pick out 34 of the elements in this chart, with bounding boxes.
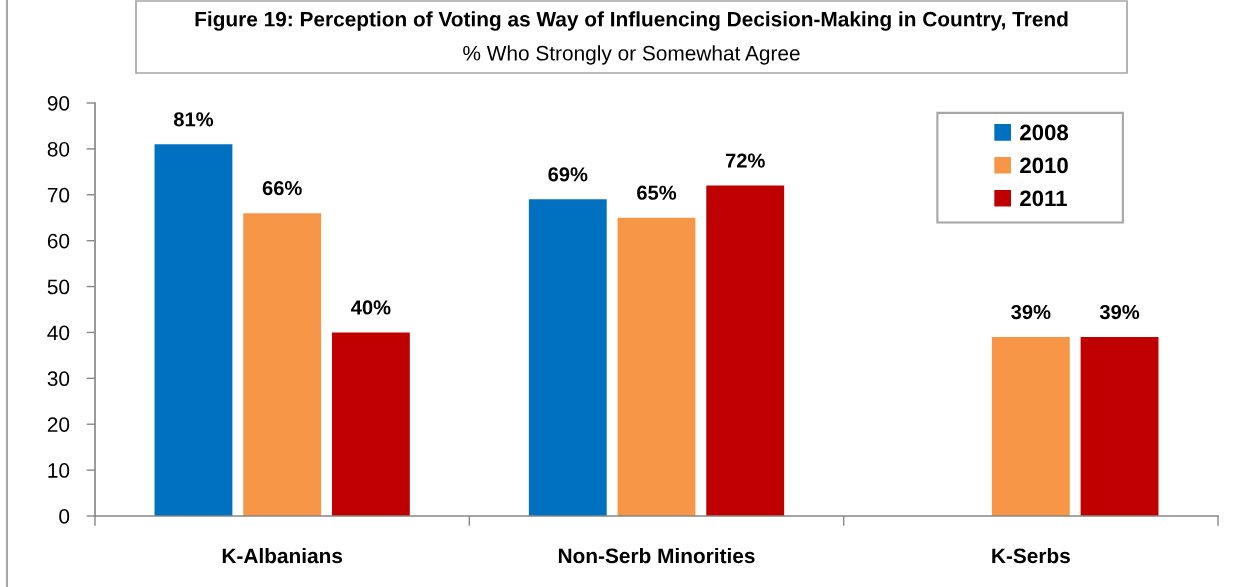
data-label: 39%	[1099, 304, 1140, 320]
y-tick-label: 90	[47, 96, 70, 111]
y-tick-label: 60	[47, 233, 70, 249]
legend-label: 2011	[1020, 190, 1067, 207]
bar	[528, 199, 607, 516]
bar	[331, 332, 410, 516]
y-tick-label: 0	[59, 509, 70, 524]
data-label: 81%	[173, 112, 214, 127]
bar	[154, 144, 233, 516]
y-tick-label: 40	[47, 325, 70, 341]
bar	[617, 217, 696, 516]
x-tick-label: Non-Serb Minorities	[558, 547, 755, 564]
y-tick-label: 70	[47, 187, 70, 203]
legend-label: 2008	[1020, 124, 1069, 141]
y-tick-label: 30	[47, 371, 70, 387]
bar	[1080, 337, 1159, 516]
bar	[706, 185, 785, 516]
data-label: 69%	[548, 167, 588, 182]
y-tick-label: 80	[47, 141, 70, 157]
data-label: 40%	[351, 300, 391, 315]
x-tick-label: K-Serbs	[992, 547, 1070, 564]
legend-label: 2010	[1020, 157, 1068, 174]
data-label: 65%	[637, 185, 677, 200]
data-label: 39%	[1011, 304, 1051, 320]
x-tick-label: K-Albanians	[222, 547, 343, 564]
bar	[243, 213, 322, 516]
data-label: 72%	[725, 153, 765, 168]
y-tick-label: 20	[47, 417, 70, 432]
chart-subtitle: % Who Strongly or Somewhat Agree	[463, 45, 800, 65]
y-tick-label: 50	[47, 279, 70, 295]
data-label: 66%	[262, 181, 302, 196]
chart-title: Figure 19: Perception of Voting as Way of Influencing Decision-Making in Country, Trend	[195, 11, 1068, 31]
y-tick-label: 10	[48, 463, 70, 478]
bar	[991, 337, 1070, 516]
